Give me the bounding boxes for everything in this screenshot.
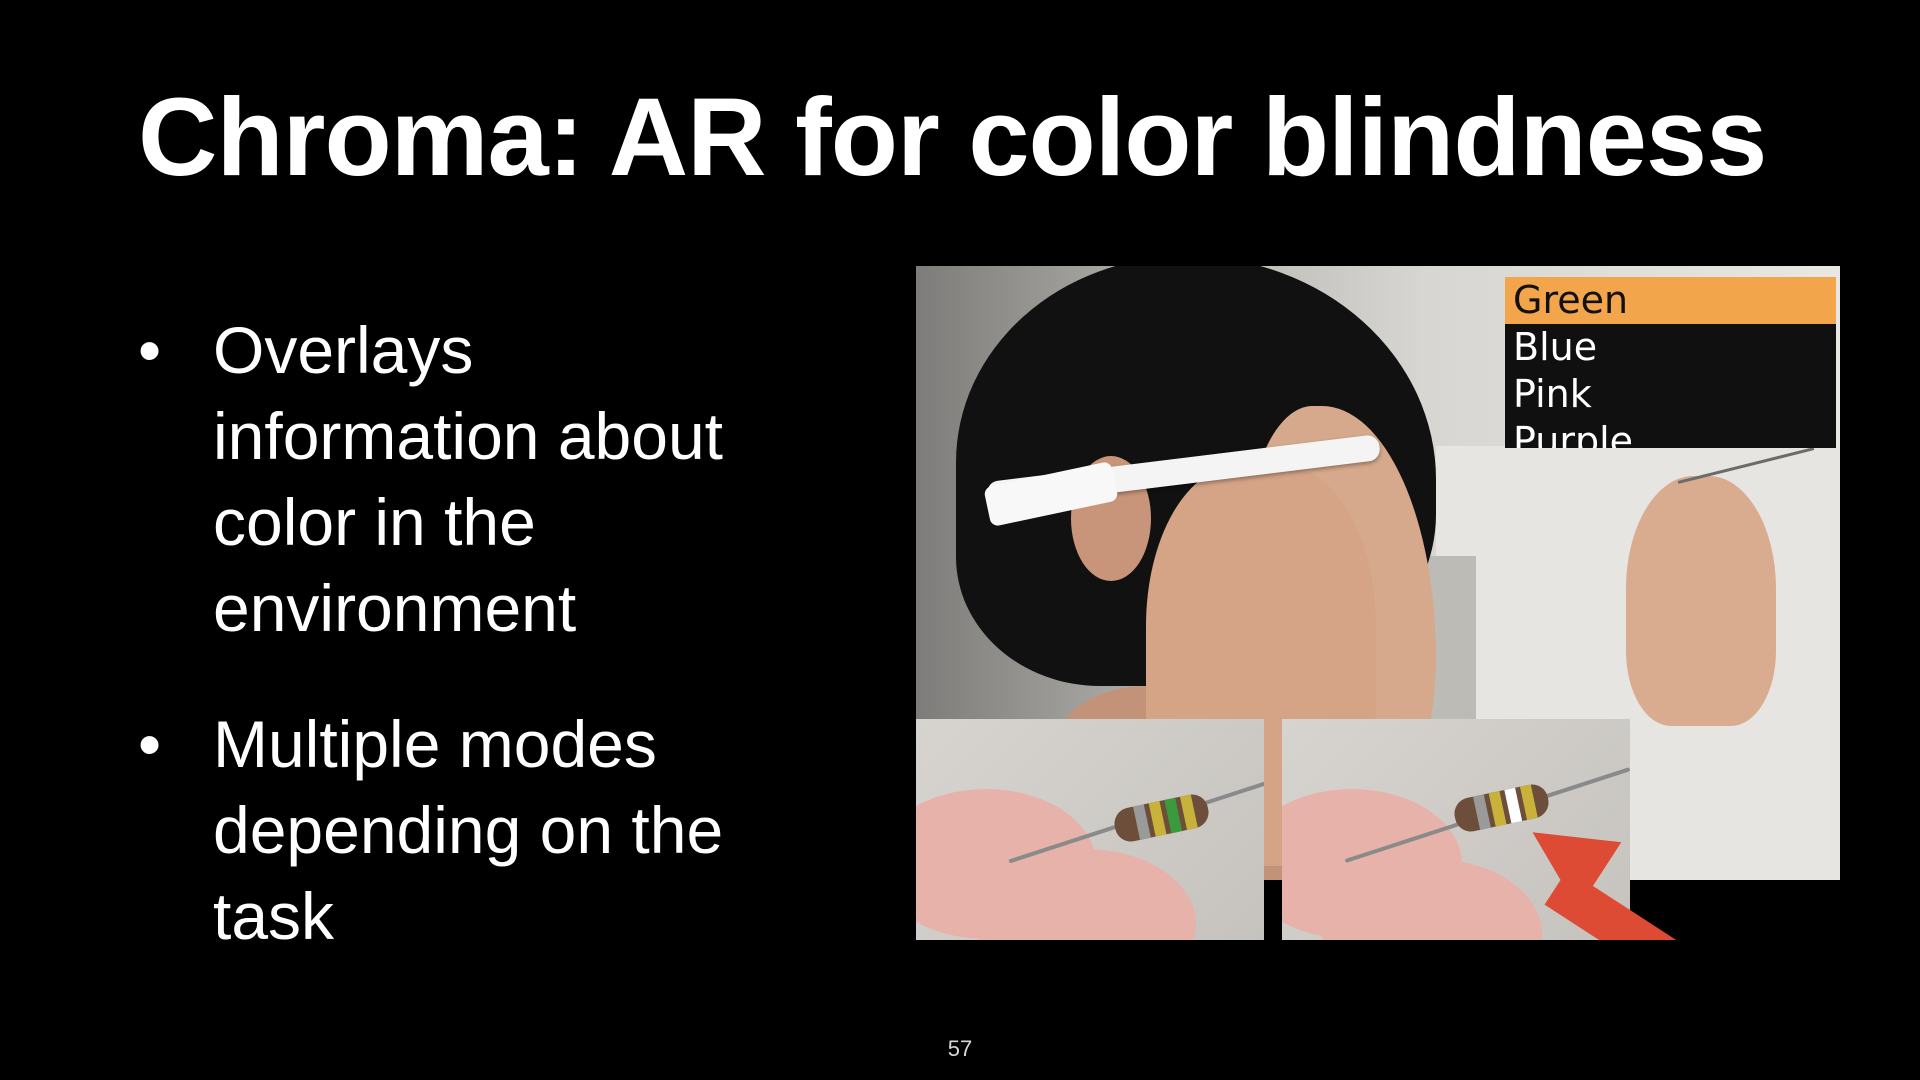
menu-item-purple: Purple — [1513, 419, 1634, 448]
resistor-band — [1179, 794, 1198, 830]
bullet-marker: • — [138, 707, 162, 781]
bullet-item: • Overlays information about color in th… — [138, 307, 778, 651]
chroma-figure: Green Blue Pink Purple — [916, 266, 1840, 940]
menu-item-green: Green — [1505, 277, 1836, 324]
resistor-band — [1473, 794, 1491, 830]
menu-item-pink: Pink — [1513, 372, 1592, 416]
bullet-list: • Overlays information about color in th… — [138, 307, 778, 1009]
resistor-lead — [1543, 767, 1630, 799]
page-number: 57 — [947, 1036, 973, 1061]
hand-holding-resistor — [1626, 476, 1776, 726]
resistor-band — [1488, 791, 1507, 827]
bullet-text: Overlays information about color in the … — [213, 313, 723, 645]
resistor-band — [1133, 804, 1151, 840]
resistor-band — [1519, 784, 1538, 820]
bullet-text: Multiple modes depending on the task — [213, 707, 724, 953]
bullet-item: • Multiple modes depending on the task — [138, 701, 778, 959]
resistor-band — [1164, 797, 1183, 834]
resistor-band-highlighted — [1504, 787, 1523, 824]
menu-item-blue: Blue — [1513, 325, 1598, 369]
color-mode-menu: Green Blue Pink Purple — [1505, 277, 1836, 448]
bullet-marker: • — [138, 313, 162, 387]
resistor-lead — [1197, 778, 1264, 808]
resistor-band — [1148, 801, 1167, 837]
slide-title: Chroma: AR for color blindness — [138, 76, 1767, 199]
resistor-before-inset — [916, 719, 1264, 940]
resistor — [1111, 791, 1212, 845]
